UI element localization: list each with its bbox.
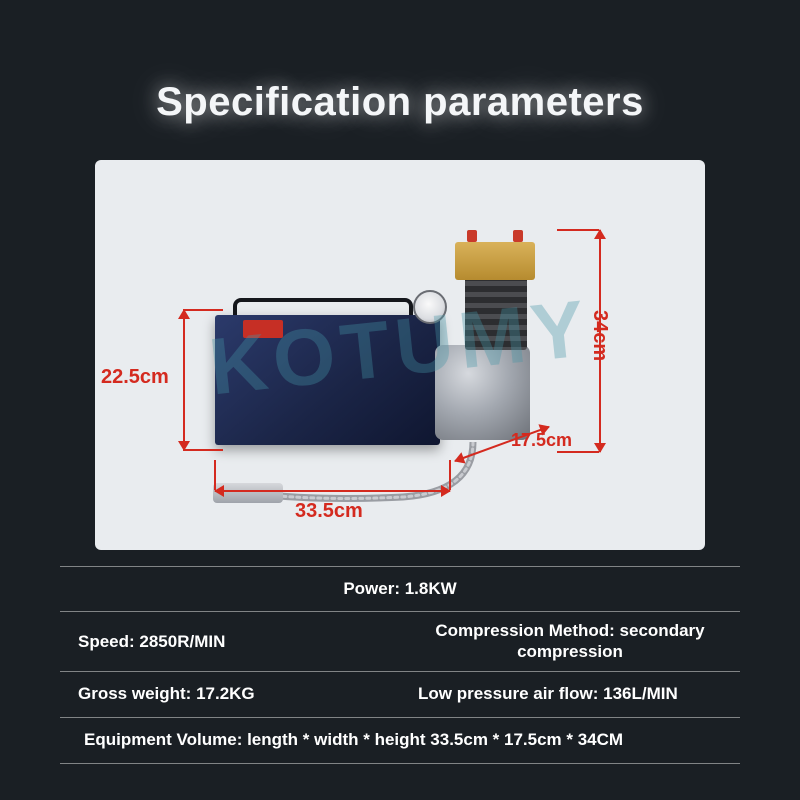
- dim-depth-label: 17.5cm: [511, 430, 572, 451]
- brass-head: [455, 242, 535, 280]
- valve-knob: [467, 230, 477, 242]
- power-switch: [243, 320, 283, 338]
- spec-weight: Gross weight: 17.2KG: [60, 675, 400, 712]
- motor-housing: [435, 345, 530, 440]
- spec-row-power: Power: 1.8KW: [60, 566, 740, 612]
- valve-knob: [513, 230, 523, 242]
- spec-speed: Speed: 2850R/MIN: [60, 623, 400, 660]
- spec-row-volume: Equipment Volume: length * width * heigh…: [60, 718, 740, 764]
- spec-row-2: Speed: 2850R/MIN Compression Method: sec…: [60, 612, 740, 672]
- pressure-gauge: [413, 290, 447, 324]
- cylinder-fins: [465, 275, 527, 350]
- spec-table: Power: 1.8KW Speed: 2850R/MIN Compressio…: [60, 566, 740, 764]
- spec-row-3: Gross weight: 17.2KG Low pressure air fl…: [60, 672, 740, 718]
- dim-width-label: 33.5cm: [295, 500, 363, 523]
- dim-left-height-label: 22.5cm: [101, 366, 169, 389]
- dim-right-height-label: 34cm: [588, 310, 611, 361]
- product-diagram: KOTUMY 22.5cm 34cm 33.5cm: [95, 160, 705, 550]
- handle: [233, 298, 413, 316]
- spec-power: Power: 1.8KW: [60, 570, 740, 607]
- product-illustration: [215, 250, 555, 450]
- page-title: Specification parameters: [0, 80, 800, 125]
- spec-airflow: Low pressure air flow: 136L/MIN: [400, 675, 740, 712]
- spec-volume: Equipment Volume: length * width * heigh…: [84, 730, 623, 750]
- spec-compression: Compression Method: secondary compressio…: [400, 612, 740, 671]
